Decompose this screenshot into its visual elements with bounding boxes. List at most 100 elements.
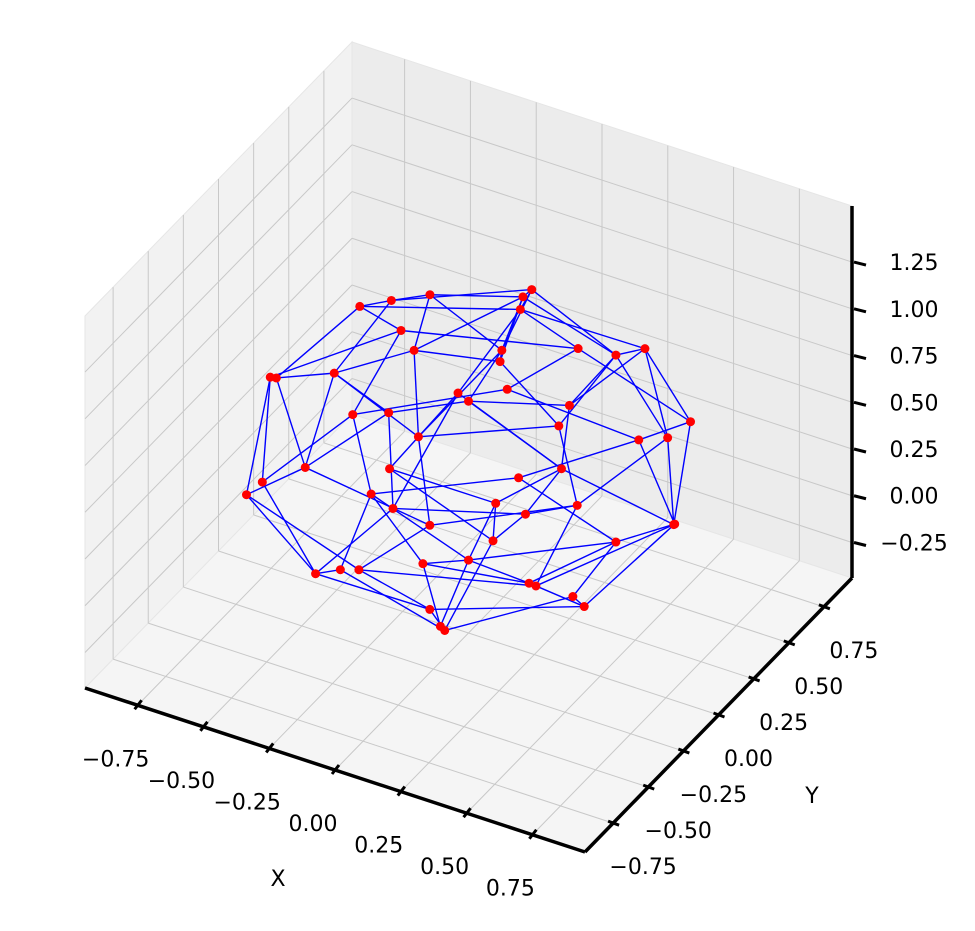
z-tick <box>853 541 867 547</box>
node <box>418 559 428 569</box>
edge <box>304 372 335 468</box>
edge <box>577 347 691 423</box>
edge <box>413 294 431 351</box>
y-tick-label: −0.75 <box>609 855 676 880</box>
edge <box>528 541 617 584</box>
node <box>413 432 423 442</box>
grid-line <box>351 284 853 450</box>
grid-line <box>84 97 353 373</box>
grid-line <box>84 378 353 653</box>
y-tick <box>783 639 796 647</box>
y-tick <box>748 675 761 683</box>
x-tick <box>265 742 275 754</box>
y-tick <box>677 747 690 755</box>
grid-line <box>288 478 789 644</box>
edge <box>358 524 431 571</box>
edge <box>644 348 669 438</box>
y-tick-label: −0.25 <box>680 783 747 808</box>
x-tick-label: 0.25 <box>354 834 403 859</box>
x-tick-label: 0.00 <box>289 812 338 837</box>
edge <box>304 412 390 469</box>
node <box>514 473 524 483</box>
node <box>573 344 583 354</box>
edge <box>429 294 503 351</box>
edge <box>261 414 354 483</box>
edge <box>400 329 579 350</box>
edge <box>638 439 676 525</box>
edge <box>467 502 497 561</box>
grid-line <box>351 191 853 357</box>
node <box>425 604 435 614</box>
node <box>568 592 578 602</box>
edge <box>506 347 579 390</box>
node <box>425 290 435 300</box>
x-axis-label: X <box>270 867 285 892</box>
edge <box>615 347 646 356</box>
edge <box>391 288 532 302</box>
z-tick <box>853 354 867 361</box>
edge <box>444 595 574 632</box>
edge <box>524 468 563 515</box>
z-tick-label: 1.25 <box>890 251 939 276</box>
node <box>518 292 528 302</box>
edge <box>535 585 585 608</box>
edge <box>467 349 503 402</box>
node <box>435 621 445 631</box>
edge <box>457 392 562 470</box>
edge <box>615 354 669 439</box>
node <box>386 295 396 305</box>
x-tick <box>396 785 406 797</box>
edge <box>568 354 617 406</box>
node <box>515 304 525 314</box>
node <box>265 372 275 382</box>
z-tick <box>853 400 867 407</box>
edge <box>389 468 494 542</box>
node <box>335 565 345 575</box>
edge <box>638 421 691 441</box>
edge <box>270 329 402 378</box>
edge <box>558 425 578 506</box>
z-tick <box>853 447 867 454</box>
node <box>572 500 582 510</box>
edge <box>576 437 669 506</box>
edge <box>506 388 640 441</box>
edge <box>245 494 317 575</box>
node <box>564 400 574 410</box>
z-tick-label: 0.25 <box>890 438 939 463</box>
edge <box>261 377 271 483</box>
node <box>453 388 463 398</box>
edge <box>246 466 306 496</box>
x-tick-label: −0.75 <box>82 747 149 772</box>
edge <box>413 296 524 352</box>
grid-line <box>253 514 754 680</box>
edge <box>583 523 676 608</box>
edge <box>370 493 469 561</box>
edge <box>275 305 361 379</box>
edge <box>370 493 424 565</box>
edge <box>518 439 639 479</box>
edge <box>392 507 526 515</box>
edge <box>429 504 578 526</box>
node <box>384 408 394 418</box>
node <box>531 581 541 591</box>
node <box>488 536 498 546</box>
grid-line <box>351 237 853 403</box>
grid-line <box>84 144 353 420</box>
edge <box>359 305 402 332</box>
node <box>464 396 473 406</box>
edge <box>666 437 675 525</box>
node <box>663 433 673 443</box>
edge <box>569 348 646 406</box>
y-tick-label: 0.25 <box>759 711 808 736</box>
edge <box>468 400 570 407</box>
node <box>520 509 530 519</box>
edge <box>388 400 469 414</box>
edge <box>535 505 578 587</box>
x-tick <box>462 807 472 819</box>
node <box>640 344 650 354</box>
grid-line <box>84 237 353 513</box>
node <box>611 350 621 360</box>
edge <box>673 421 692 525</box>
node <box>354 565 364 575</box>
